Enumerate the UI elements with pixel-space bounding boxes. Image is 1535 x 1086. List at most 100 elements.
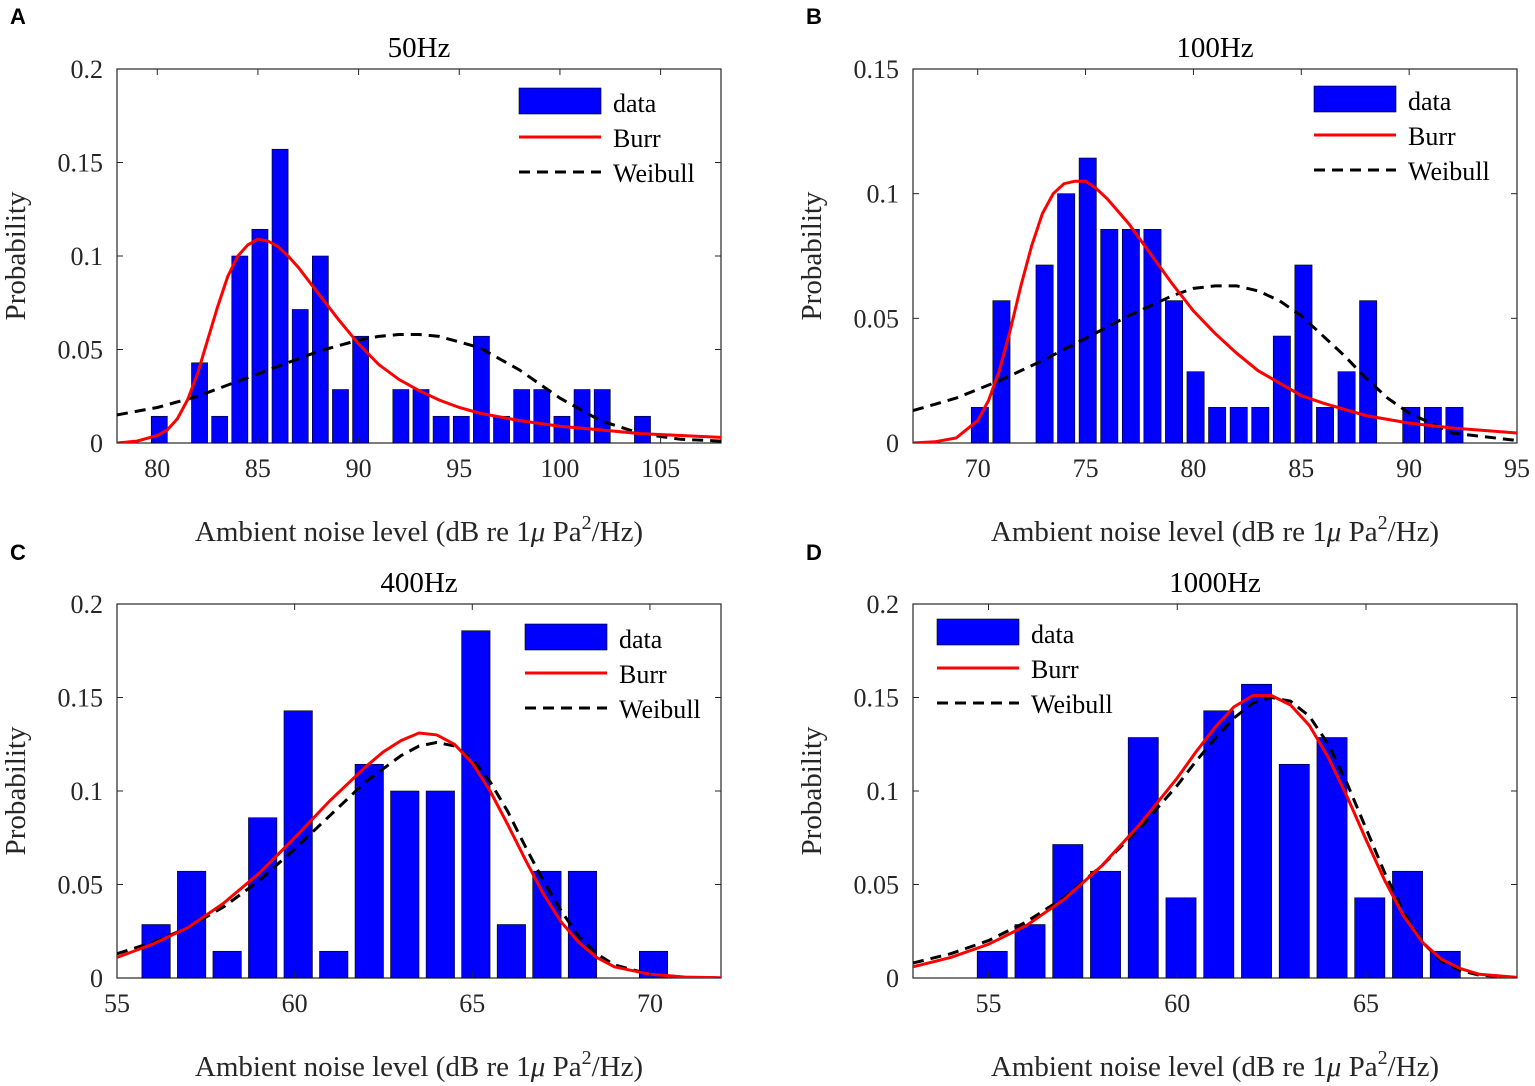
legend-swatch-data: [518, 87, 602, 115]
x-axis-label-mu: μ: [530, 516, 546, 548]
legend-label-burr: Burr: [619, 660, 667, 689]
panel-letter: D: [806, 540, 822, 565]
x-tick-label: 95: [446, 454, 472, 483]
x-tick-label: 70: [965, 454, 991, 483]
y-tick-label: 0.1: [867, 180, 900, 209]
x-tick-label: 80: [1180, 454, 1206, 483]
x-tick-label: 65: [459, 989, 485, 1018]
x-tick-label: 55: [976, 989, 1002, 1018]
histogram-bar: [1090, 870, 1121, 979]
x-axis-label-main: Ambient noise level (dB re 1: [195, 1051, 531, 1083]
panel-letter: C: [10, 540, 26, 565]
histogram-bar: [1208, 407, 1227, 444]
x-tick-label: 85: [245, 454, 271, 483]
legend: data Burr Weibull: [1313, 85, 1490, 186]
histogram-bar: [1229, 407, 1248, 444]
legend-label-burr: Burr: [1031, 655, 1079, 684]
x-axis-label-mu: μ: [530, 1051, 546, 1083]
histogram-bar: [1014, 924, 1046, 979]
panel-letter: B: [806, 4, 822, 29]
histogram-bar: [291, 309, 309, 444]
x-axis-label-mu: μ: [1326, 516, 1342, 548]
x-tick-label: 80: [144, 454, 170, 483]
histogram-bar: [319, 950, 349, 979]
legend-label-data: data: [1408, 87, 1452, 116]
x-axis-label-superscript: 2: [582, 512, 592, 534]
histogram-bar: [1121, 229, 1140, 444]
y-tick-label: 0: [90, 964, 103, 993]
weibull-curve: [913, 284, 1517, 442]
histogram-bar: [248, 817, 278, 979]
y-axis-label: Probability: [0, 726, 32, 855]
histogram-bar: [212, 950, 242, 979]
histogram-bar: [211, 415, 229, 444]
histogram-bar: [1316, 737, 1348, 979]
histogram-bar: [1057, 193, 1076, 444]
x-axis-label-superscript: 2: [1378, 1047, 1388, 1069]
burr-curve: [913, 179, 1517, 443]
histogram-bar: [1445, 407, 1464, 444]
legend-label-data: data: [619, 625, 663, 654]
y-tick-label: 0: [90, 429, 103, 458]
chart-title: 400Hz: [380, 567, 457, 599]
x-axis-label-pa: Pa: [545, 1051, 581, 1083]
weibull-curve: [117, 333, 721, 443]
y-tick-label: 0.15: [854, 684, 900, 713]
histogram-bar: [251, 228, 269, 444]
x-axis-label: Ambient noise level (dB re 1μ Pa2/Hz): [195, 512, 643, 548]
y-tick-label: 0.1: [867, 777, 900, 806]
histogram-bar: [496, 924, 526, 979]
chart-panel-d: D 55 60 65 0 0.05 0.1 0.15 0.2 1000Hz Probability A…: [796, 540, 1518, 1083]
legend-label-data: data: [613, 89, 657, 118]
legend-swatch-data: [524, 623, 608, 651]
y-tick-label: 0.05: [58, 336, 104, 365]
x-tick-label: 65: [1353, 989, 1379, 1018]
x-tick-label: 90: [1396, 454, 1422, 483]
histogram-bar: [1165, 897, 1197, 979]
x-tick-label: 105: [641, 454, 680, 483]
histogram-bar: [493, 415, 510, 444]
y-axis-label: Probability: [796, 726, 828, 855]
y-tick-label: 0.1: [71, 242, 104, 271]
x-tick-label: 95: [1504, 454, 1530, 483]
x-tick-label: 85: [1288, 454, 1314, 483]
histogram-bar: [354, 763, 384, 979]
histogram-bar: [425, 790, 455, 979]
x-axis-label-main: Ambient noise level (dB re 1: [991, 516, 1327, 548]
legend: data Burr Weibull: [518, 87, 695, 188]
histogram-bar: [1100, 229, 1119, 444]
panel-letter: A: [10, 4, 26, 29]
histogram-bar: [473, 335, 490, 444]
histogram-bar: [1165, 300, 1183, 444]
y-tick-label: 0: [886, 429, 899, 458]
histogram-bar: [191, 362, 208, 444]
histogram-bar: [461, 630, 491, 979]
histogram-bar: [634, 415, 651, 444]
y-tick-label: 0: [886, 964, 899, 993]
histogram-bar: [271, 148, 289, 444]
x-tick-label: 70: [637, 989, 663, 1018]
x-axis-label: Ambient noise level (dB re 1μ Pa2/Hz): [991, 512, 1439, 548]
histogram-bar: [1359, 300, 1378, 444]
histogram-bar: [1278, 763, 1310, 979]
x-axis-label: Ambient noise level (dB re 1μ Pa2/Hz): [195, 1047, 643, 1083]
x-tick-label: 60: [1164, 989, 1190, 1018]
y-tick-label: 0.15: [58, 149, 104, 178]
bar-series-data: [976, 683, 1461, 979]
histogram-bar: [553, 415, 571, 444]
histogram-bar: [593, 389, 611, 444]
x-axis-label-superscript: 2: [1378, 512, 1388, 534]
histogram-bar: [332, 389, 349, 444]
y-tick-label: 0.1: [71, 777, 104, 806]
histogram-bar: [992, 300, 1011, 444]
legend: data Burr Weibull: [524, 623, 701, 724]
y-axis-label: Probability: [796, 191, 828, 320]
x-tick-label: 100: [540, 454, 579, 483]
y-tick-label: 0.05: [854, 871, 900, 900]
y-tick-label: 0.2: [867, 590, 900, 619]
histogram-bar: [390, 790, 420, 979]
x-tick-label: 55: [104, 989, 130, 1018]
y-tick-label: 0.05: [58, 871, 104, 900]
histogram-bar: [432, 415, 450, 444]
